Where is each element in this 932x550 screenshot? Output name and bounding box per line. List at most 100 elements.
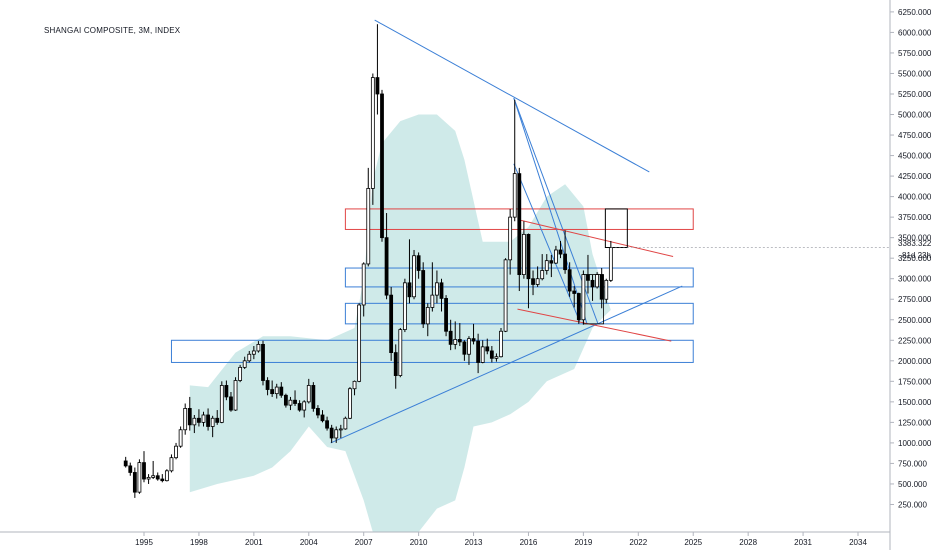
candle-23 — [229, 392, 233, 412]
candle-59 — [393, 344, 398, 389]
candle-body — [563, 253, 567, 271]
candle-19 — [210, 415, 215, 438]
candle-body — [348, 388, 352, 419]
blue-trendline-4 — [513, 163, 581, 322]
candle-12 — [178, 426, 183, 448]
candle-26 — [242, 356, 247, 370]
candle-body — [471, 338, 476, 342]
candle-46 — [334, 426, 339, 443]
y-tick-label: 4250.000 — [898, 172, 932, 181]
candle-body — [370, 77, 375, 189]
y-tick-label: 2250.000 — [898, 336, 932, 345]
cloud-layer — [189, 114, 611, 532]
cloud-area — [189, 114, 611, 532]
candle-body — [151, 475, 156, 478]
candle-body — [526, 233, 531, 280]
candle-103 — [595, 272, 600, 289]
candle-body — [169, 457, 174, 472]
candle-body — [435, 282, 439, 296]
candle-body — [338, 428, 343, 431]
candle-body — [544, 260, 549, 271]
candle-94 — [554, 245, 558, 264]
candle-body — [334, 429, 339, 439]
candle-body — [233, 380, 238, 411]
candle-63 — [412, 249, 416, 300]
candle-body — [467, 338, 471, 355]
candle-14 — [187, 396, 192, 431]
candle-96 — [563, 230, 567, 274]
candle-24 — [233, 377, 238, 411]
candle-body — [480, 346, 485, 363]
candle-body — [343, 417, 348, 430]
candle-42 — [316, 405, 320, 419]
x-tick-label: 2034 — [849, 538, 867, 547]
candle-88 — [526, 233, 531, 309]
y-tick-label: 6250.000 — [898, 8, 932, 17]
candle-64 — [416, 252, 421, 279]
candle-body — [476, 340, 481, 363]
candle-body — [352, 380, 357, 390]
candle-body — [595, 274, 600, 288]
candle-57 — [384, 213, 389, 300]
candle-body — [283, 394, 288, 406]
candle-body — [320, 414, 325, 422]
candle-body — [192, 417, 197, 426]
candle-45 — [329, 424, 334, 443]
candle-31 — [265, 377, 270, 396]
x-tick-label: 2025 — [684, 538, 702, 547]
candle-77 — [476, 333, 481, 374]
candle-body — [279, 386, 284, 396]
y-tick-label: 2500.000 — [898, 316, 932, 325]
candle-body — [462, 341, 467, 355]
candle-17 — [201, 411, 206, 427]
candle-44 — [325, 416, 329, 431]
candle-body — [261, 343, 265, 381]
candle-body — [586, 274, 590, 281]
candles-layer — [123, 24, 613, 498]
candle-body — [178, 429, 183, 447]
y-tick-label: 3000.000 — [898, 275, 932, 284]
x-tick-label: 2019 — [574, 538, 592, 547]
blue-trendline-1 — [330, 285, 683, 444]
y-tick-label: 4500.000 — [898, 152, 932, 161]
candle-34 — [279, 382, 284, 398]
candle-71 — [448, 319, 453, 351]
candle-body — [142, 462, 146, 480]
y-tick-label: 3750.000 — [898, 213, 932, 222]
candle-22 — [224, 380, 229, 401]
candle-body — [489, 350, 494, 359]
candle-50 — [352, 380, 357, 396]
candle-body — [457, 339, 462, 343]
x-tick-label: 2031 — [794, 538, 812, 547]
y-tick-label: 250.000 — [898, 500, 927, 509]
candle-body — [389, 294, 394, 353]
x-tick-label: 2022 — [629, 538, 647, 547]
x-tick-label: 1998 — [190, 538, 208, 547]
candle-54 — [370, 73, 375, 205]
candle-body — [402, 282, 407, 331]
y-tick-label: 1250.000 — [898, 418, 932, 427]
candle-body — [137, 462, 142, 493]
candle-body — [540, 270, 545, 280]
candle-15 — [192, 414, 197, 434]
candle-52 — [361, 262, 366, 317]
y-tick-label: 750.000 — [898, 459, 927, 468]
candle-66 — [425, 303, 430, 337]
candle-39 — [302, 400, 307, 418]
candle-body — [219, 385, 224, 423]
candle-21 — [219, 381, 224, 424]
candle-49 — [348, 387, 352, 420]
candle-body — [160, 478, 165, 482]
x-tick-label: 2028 — [739, 538, 757, 547]
candle-9 — [164, 469, 169, 482]
candle-3 — [137, 459, 142, 494]
candle-body — [604, 279, 609, 300]
candle-102 — [590, 274, 595, 301]
candle-84 — [508, 208, 513, 275]
candle-body — [393, 352, 398, 376]
candle-16 — [197, 409, 201, 427]
candle-0 — [123, 456, 128, 468]
candle-97 — [567, 262, 572, 297]
x-tick-label: 1995 — [135, 538, 153, 547]
